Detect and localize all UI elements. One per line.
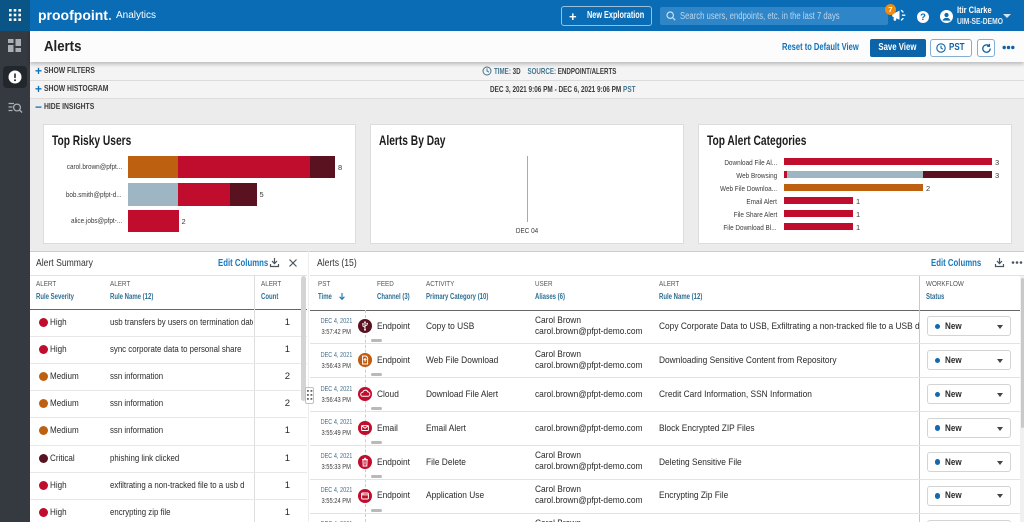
- svg-text:?: ?: [920, 12, 926, 23]
